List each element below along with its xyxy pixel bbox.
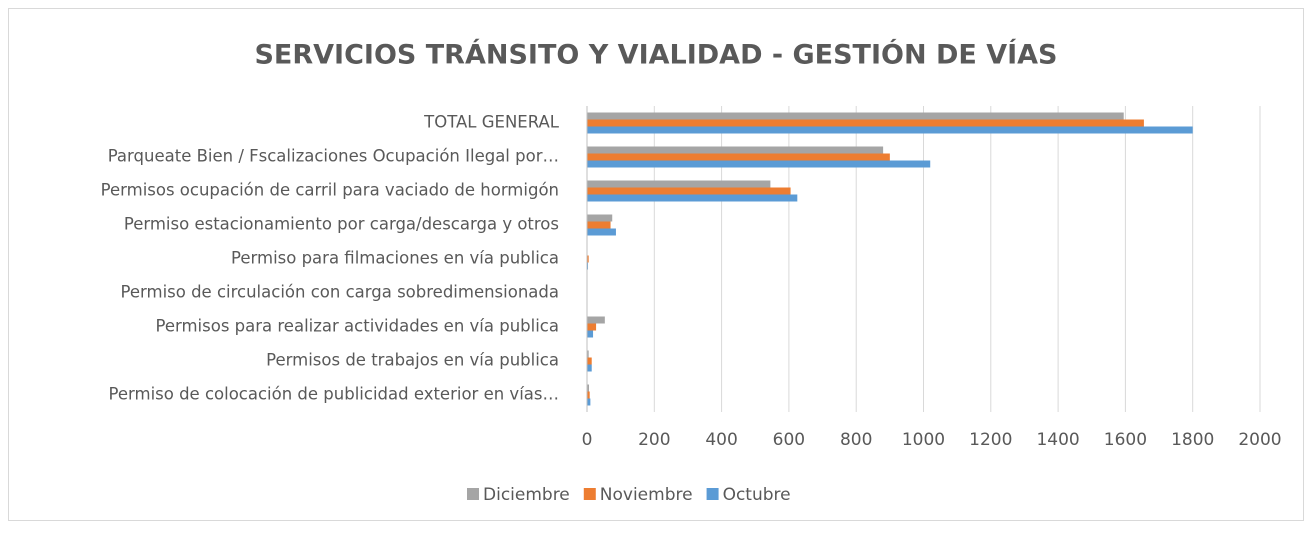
legend-swatch xyxy=(583,488,596,500)
legend-swatch xyxy=(706,488,719,500)
x-tick-label: 1600 xyxy=(1104,430,1147,450)
y-tick-label: Permiso estacionamiento por carga/descar… xyxy=(124,215,559,234)
bar xyxy=(587,323,597,331)
bar xyxy=(587,255,589,263)
x-tick-label: 800 xyxy=(840,430,872,450)
bar xyxy=(587,126,1193,134)
y-tick-label: Parqueate Bien / Fscalizaciones Ocupació… xyxy=(108,147,559,166)
bar xyxy=(587,316,605,324)
x-tick-label: 200 xyxy=(638,430,670,450)
y-tick-label: Permisos de trabajos en vía publica xyxy=(266,351,559,370)
x-tick-label: 0 xyxy=(582,430,593,450)
bar xyxy=(587,262,589,270)
x-tick-label: 600 xyxy=(773,430,805,450)
bar xyxy=(587,330,594,338)
y-tick-label: TOTAL GENERAL xyxy=(423,113,560,132)
legend-label: Octubre xyxy=(723,485,791,505)
y-tick-label: Permiso para filmaciones en vía publica xyxy=(231,249,559,268)
x-tick-label: 1800 xyxy=(1171,430,1214,450)
x-tick-label: 1000 xyxy=(902,430,945,450)
bar xyxy=(587,384,590,392)
bar xyxy=(587,194,798,202)
bar xyxy=(587,112,1124,120)
bar xyxy=(587,180,771,188)
bar xyxy=(587,228,616,236)
x-tick-label: 1400 xyxy=(1036,430,1079,450)
y-tick-label: Permiso de circulación con carga sobredi… xyxy=(120,283,559,302)
chart-border xyxy=(8,8,1304,521)
legend-label: Diciembre xyxy=(483,485,570,505)
legend-swatch xyxy=(467,488,479,500)
bar xyxy=(587,119,1144,127)
bar xyxy=(587,153,890,161)
y-tick-label: Permiso de colocación de publicidad exte… xyxy=(108,385,559,404)
y-tick-label: Permisos para realizar actividades en ví… xyxy=(155,317,559,336)
bar xyxy=(587,146,884,154)
bar xyxy=(587,350,589,358)
x-tick-label: 1200 xyxy=(969,430,1012,450)
bar xyxy=(587,187,791,195)
bar xyxy=(587,160,931,168)
bar xyxy=(587,391,590,399)
bar xyxy=(587,398,591,406)
bar xyxy=(587,357,592,365)
x-tick-label: 2000 xyxy=(1238,430,1281,450)
x-tick-label: 400 xyxy=(705,430,737,450)
bar xyxy=(587,221,611,229)
legend-label: Noviembre xyxy=(600,485,693,505)
bar xyxy=(587,364,592,372)
y-tick-label: Permisos ocupación de carril para vaciad… xyxy=(101,181,559,200)
bar xyxy=(587,214,613,222)
chart-title: SERVICIOS TRÁNSITO Y VIALIDAD - GESTIÓN … xyxy=(254,39,1057,71)
